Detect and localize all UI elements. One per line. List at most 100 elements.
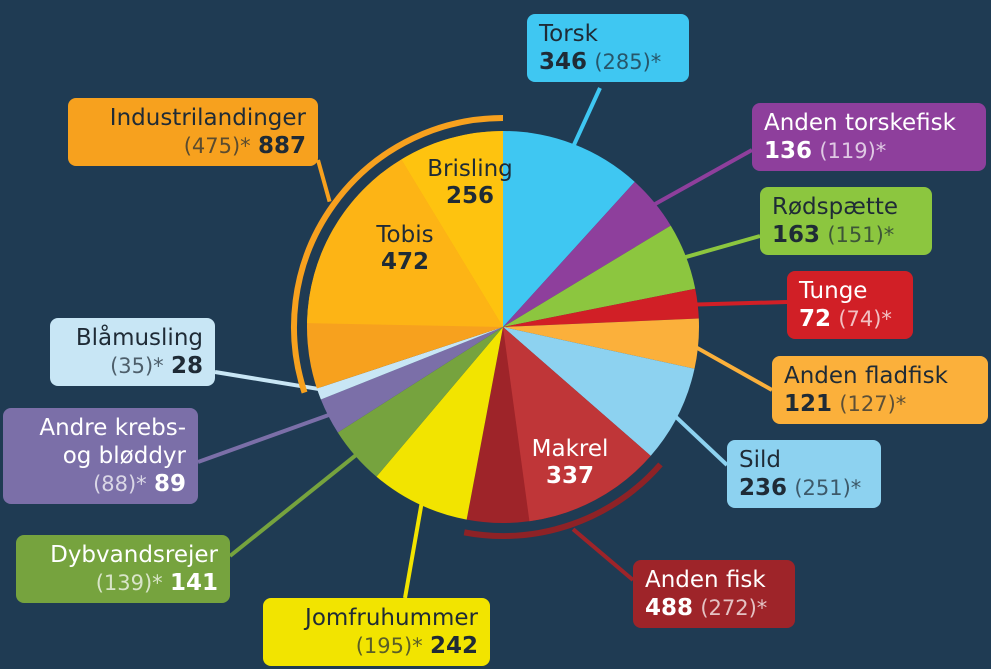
previous-value: (127)* (839, 392, 907, 416)
label-values: 72 (74)* (799, 305, 901, 333)
slice-value: 472 (380, 249, 429, 275)
leader-line (568, 87, 602, 155)
label-box: Tunge 72 (74)* (787, 271, 913, 339)
slice (503, 318, 699, 369)
label-box: Blåmusling (35)* 28 (50, 318, 215, 386)
label-box: Anden fladfisk 121 (127)* (772, 356, 988, 424)
label-name: Anden fladfisk (784, 363, 948, 389)
leader-line (228, 447, 365, 558)
sub-slice (401, 131, 503, 327)
previous-value: (88)* (93, 472, 147, 496)
leader-line (571, 527, 635, 582)
leader-line (403, 494, 426, 599)
slice (503, 327, 695, 456)
leader-line (214, 370, 329, 393)
previous-value: (195)* (355, 634, 423, 658)
slice-value: 256 (445, 183, 494, 209)
current-value: 136 (764, 138, 813, 164)
current-value: 887 (257, 133, 306, 159)
current-value: 242 (429, 633, 478, 659)
label-name: Anden torskefisk (764, 110, 956, 136)
label-box: Industrilandinger (475)* 887 (68, 98, 318, 166)
leader-line (316, 159, 332, 203)
leader-line (675, 234, 761, 262)
label-box: Sild 236 (251)* (727, 440, 881, 508)
sub-slice (307, 159, 503, 327)
leader-line (197, 409, 339, 464)
slice (503, 225, 696, 327)
slice (503, 181, 671, 327)
leader-line (667, 409, 729, 467)
slice (337, 327, 503, 477)
label-name: Rødspætte (772, 194, 899, 220)
previous-value: (272)* (700, 596, 768, 620)
slice (503, 131, 635, 327)
previous-value: (139)* (95, 571, 163, 595)
current-value: 346 (539, 49, 588, 75)
previous-value: (74)* (838, 307, 892, 331)
label-name: Industrilandinger (109, 105, 306, 131)
label-name: Anden fisk (645, 567, 766, 593)
current-value: 141 (169, 570, 218, 596)
previous-value: (119)* (819, 139, 887, 163)
current-value: 236 (739, 475, 788, 501)
label-values: 346 (285)* (539, 48, 677, 76)
group-arc (291, 115, 504, 394)
previous-value: (251)* (794, 476, 862, 500)
label-name: Jomfruhummer (305, 605, 478, 631)
current-value: 163 (772, 222, 821, 248)
label-box: Anden torskefisk 136 (119)* (752, 103, 986, 171)
label-box: Dybvandsrejer (139)* 141 (16, 535, 230, 603)
sub-slice (503, 327, 651, 522)
slice (316, 327, 503, 400)
slice (320, 327, 503, 433)
slice (503, 288, 699, 327)
slice-label: Tobis 472 (345, 222, 465, 276)
label-values: 163 (151)* (772, 221, 920, 249)
previous-value: (285)* (594, 50, 662, 74)
previous-value: (35)* (110, 354, 164, 378)
label-box: Andre krebs- og bløddyr (88)* 89 (3, 408, 198, 504)
slice (376, 327, 503, 520)
leader-lines (197, 87, 788, 599)
leader-line (645, 148, 753, 211)
label-values: (195)* 242 (275, 632, 478, 660)
slice-name: Brisling (427, 156, 513, 182)
current-value: 89 (153, 471, 186, 497)
label-name: Tunge (799, 278, 868, 304)
label-values: (88)* 89 (15, 470, 186, 498)
current-value: 28 (170, 353, 203, 379)
slice-value: 337 (545, 463, 594, 489)
label-name: Andre krebs- og bløddyr (39, 415, 186, 469)
slice-label: Makrel 337 (510, 436, 630, 490)
label-values: (35)* 28 (62, 352, 203, 380)
slice-name: Makrel (531, 436, 609, 462)
label-box: Torsk 346 (285)* (527, 14, 689, 82)
current-value: 121 (784, 391, 833, 417)
pie (291, 115, 699, 539)
label-name: Torsk (539, 21, 598, 47)
leader-line (687, 341, 773, 392)
label-name: Blåmusling (75, 325, 203, 351)
slice-name: Tobis (376, 222, 434, 248)
group-arc (463, 462, 663, 539)
label-values: 236 (251)* (739, 474, 869, 502)
label-values: (475)* 887 (80, 132, 306, 160)
label-values: 488 (272)* (645, 594, 783, 622)
current-value: 488 (645, 595, 694, 621)
label-values: 121 (127)* (784, 390, 976, 418)
label-name: Sild (739, 447, 781, 473)
label-name: Dybvandsrejer (50, 542, 218, 568)
previous-value: (475)* (183, 134, 251, 158)
leader-line (687, 300, 788, 307)
slice-label: Brisling 256 (410, 156, 530, 210)
label-values: (139)* 141 (28, 569, 218, 597)
previous-value: (151)* (827, 223, 895, 247)
label-box: Anden fisk 488 (272)* (633, 560, 795, 628)
label-values: 136 (119)* (764, 137, 974, 165)
label-box: Rødspætte 163 (151)* (760, 187, 932, 255)
label-box: Jomfruhummer (195)* 242 (263, 598, 490, 666)
current-value: 72 (799, 306, 832, 332)
